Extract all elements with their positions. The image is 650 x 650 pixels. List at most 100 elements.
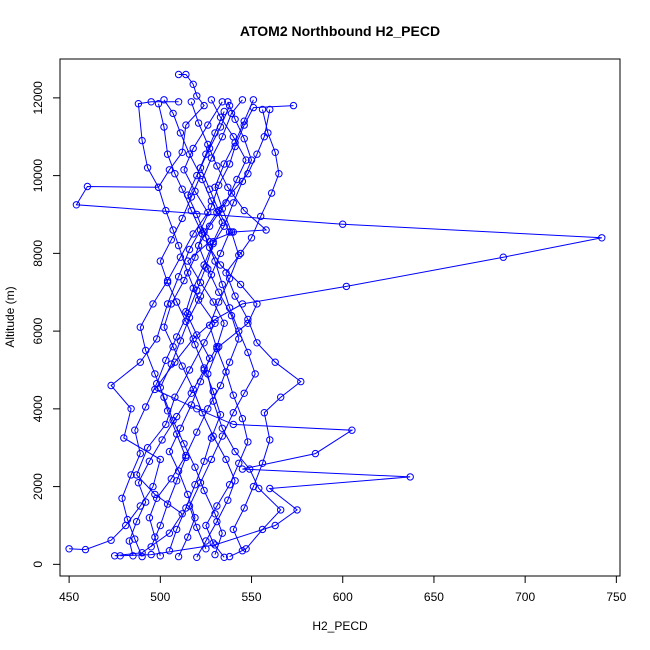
data-point	[200, 364, 208, 372]
data-point	[220, 319, 228, 327]
data-point	[218, 529, 227, 537]
x-tick-label: 700	[515, 590, 535, 604]
data-point	[207, 455, 216, 464]
y-tick-label: 6000	[31, 317, 45, 344]
series-line	[168, 99, 243, 557]
series-line	[187, 111, 256, 549]
data-point	[171, 170, 179, 178]
data-point	[229, 525, 238, 534]
series-line	[139, 101, 223, 555]
data-point	[147, 98, 155, 106]
data-point	[311, 449, 320, 458]
data-point	[225, 228, 234, 236]
data-point	[72, 201, 81, 209]
data-point	[207, 271, 216, 279]
data-point	[216, 411, 225, 419]
data-point	[202, 521, 210, 530]
y-tick-label: 12000	[31, 81, 45, 115]
data-point	[225, 552, 234, 561]
data-point	[194, 241, 203, 250]
data-point	[218, 432, 227, 440]
data-point	[240, 117, 248, 125]
chart-title: ATOM2 Northbound H2_PECD	[240, 23, 440, 39]
data-point	[174, 98, 183, 106]
data-point	[240, 206, 248, 215]
data-point	[182, 121, 190, 129]
data-point	[182, 308, 190, 316]
data-point	[136, 358, 145, 366]
data-point	[215, 206, 223, 215]
data-point	[173, 477, 181, 485]
data-point	[156, 455, 165, 464]
data-point	[194, 296, 203, 304]
data-point	[211, 550, 219, 559]
x-tick-label: 750	[606, 590, 626, 604]
data-point	[249, 96, 258, 104]
data-point	[231, 292, 239, 300]
data-point	[205, 185, 214, 193]
data-point	[207, 96, 216, 104]
data-point	[216, 381, 225, 390]
data-point	[200, 101, 208, 110]
data-point	[224, 496, 232, 504]
data-point	[142, 498, 150, 506]
x-axis-label: H2_PECD	[312, 619, 368, 633]
data-point	[406, 473, 414, 481]
data-series-group	[65, 70, 606, 561]
data-point	[227, 228, 236, 236]
data-point	[213, 502, 221, 510]
data-point	[213, 344, 221, 353]
data-point	[242, 545, 250, 553]
data-point	[225, 304, 234, 312]
x-tick-label: 500	[150, 590, 170, 604]
data-point	[339, 220, 347, 228]
data-point	[193, 286, 201, 294]
data-point	[218, 205, 227, 213]
data-point	[145, 514, 154, 522]
data-point	[160, 323, 168, 331]
data-point	[499, 253, 507, 261]
data-point	[258, 525, 267, 534]
data-point	[262, 226, 270, 234]
y-tick-label: 8000	[31, 240, 45, 267]
data-point	[225, 101, 234, 110]
series-13	[156, 96, 225, 555]
data-point	[176, 129, 185, 137]
data-point	[162, 420, 170, 429]
data-point	[216, 249, 225, 258]
data-point	[120, 434, 128, 442]
data-point	[189, 230, 197, 238]
data-point	[118, 494, 126, 502]
data-point	[185, 313, 194, 322]
data-point	[134, 100, 143, 108]
data-point	[218, 280, 227, 289]
data-point	[156, 383, 165, 392]
data-point	[244, 438, 252, 446]
data-point	[229, 420, 238, 429]
data-point	[138, 552, 146, 561]
data-point	[184, 257, 192, 265]
data-point	[136, 323, 145, 331]
data-point	[132, 471, 141, 479]
data-point	[204, 265, 212, 273]
data-point	[176, 337, 185, 345]
data-point	[182, 453, 190, 462]
data-point	[163, 276, 172, 285]
data-point	[184, 269, 192, 277]
y-tick-label: 4000	[31, 395, 45, 422]
data-point	[231, 477, 239, 485]
data-point	[231, 447, 239, 456]
data-point	[173, 525, 181, 534]
data-point	[196, 226, 205, 234]
data-point	[132, 517, 141, 526]
data-point	[196, 292, 205, 300]
series-line	[121, 101, 253, 557]
data-point	[211, 257, 219, 265]
series-line	[150, 105, 231, 547]
data-point	[204, 405, 212, 413]
data-point	[163, 407, 172, 415]
data-point	[238, 547, 247, 555]
series-line	[205, 99, 254, 558]
series-12	[202, 96, 258, 561]
series-line	[203, 109, 282, 558]
